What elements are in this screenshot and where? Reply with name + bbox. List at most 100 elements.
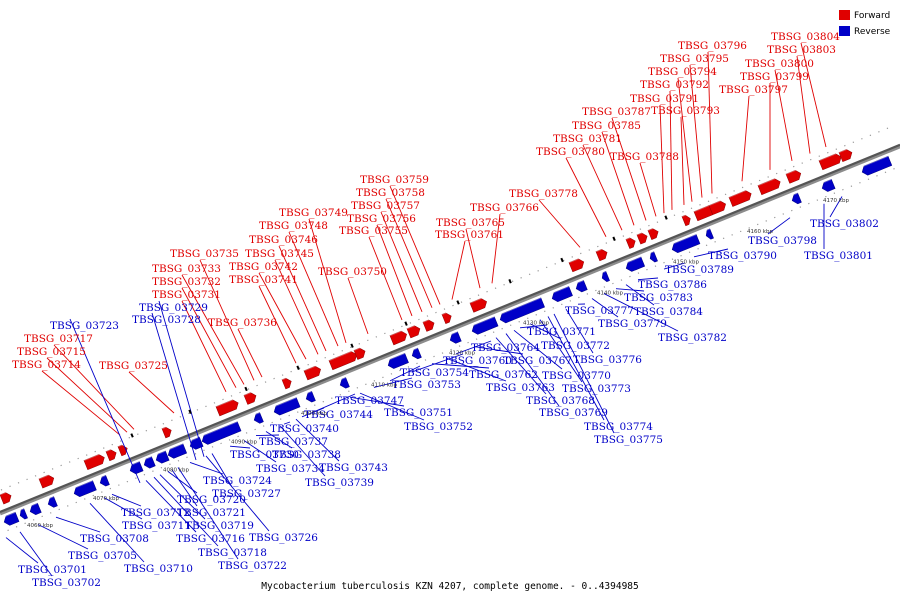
forward-gene-block-25 xyxy=(728,188,752,207)
forward-leader-line xyxy=(669,90,673,210)
forward-leader-line xyxy=(181,300,227,392)
reverse-gene-block-25 xyxy=(648,251,658,263)
reverse-leader-line xyxy=(189,462,224,475)
forward-gene-label: TBSG_03758 xyxy=(356,187,425,199)
reverse-gene-label: TBSG_03718 xyxy=(198,547,267,559)
reverse-leader-line xyxy=(411,353,464,373)
forward-leader-line xyxy=(237,328,263,378)
reverse-leader-line xyxy=(279,425,326,477)
reverse-leader-line xyxy=(159,474,206,520)
forward-gene-block-26 xyxy=(757,176,781,196)
reverse-leader-line xyxy=(5,537,39,564)
reverse-gene-label: TBSG_03724 xyxy=(203,475,272,487)
forward-gene-label: TBSG_03799 xyxy=(740,71,809,83)
segment-marker xyxy=(664,215,668,220)
reverse-gene-label: TBSG_03721 xyxy=(177,507,246,519)
reverse-gene-label: TBSG_03729 xyxy=(139,302,208,314)
reverse-gene-label: TBSG_03772 xyxy=(541,340,610,352)
tick-label: 4070 kbp xyxy=(93,496,119,502)
reverse-gene-block-3 xyxy=(46,496,58,508)
forward-leader-line xyxy=(258,272,307,360)
reverse-gene-block-0 xyxy=(2,511,20,526)
reverse-gene-label: TBSG_03710 xyxy=(124,563,193,575)
reverse-leader-line xyxy=(205,455,270,532)
reverse-gene-block-16 xyxy=(386,352,409,369)
reverse-gene-label: TBSG_03775 xyxy=(594,434,663,446)
reverse-leader-line xyxy=(829,196,843,218)
tick-label: 4090 kbp xyxy=(231,440,257,446)
tick-label: 4110 kbp xyxy=(371,383,397,389)
reverse-gene-label: TBSG_03764 xyxy=(471,342,540,354)
forward-gene-label: TBSG_03748 xyxy=(259,220,328,232)
legend: Forward Reverse xyxy=(839,10,891,37)
forward-leader-line xyxy=(601,131,635,226)
reverse-gene-label: TBSG_03752 xyxy=(404,421,473,433)
reverse-gene-block-10 xyxy=(188,436,204,450)
forward-gene-label: TBSG_03717 xyxy=(24,333,93,345)
reverse-gene-label: TBSG_03720 xyxy=(177,494,246,506)
axis-ticks: 4060 kbp 4070 kbp 4080 kbp 4090 kbp 4100 kbp… xyxy=(27,198,849,529)
forward-leader-line xyxy=(380,211,423,312)
reverse-leader-line xyxy=(591,298,619,318)
forward-leader-line xyxy=(46,357,128,433)
forward-gene-label: TBSG_03736 xyxy=(208,317,277,329)
reverse-leader-line xyxy=(663,262,686,270)
reverse-gene-block-14 xyxy=(304,390,316,403)
forward-gene-label: TBSG_03794 xyxy=(648,66,717,78)
reverse-gene-label: TBSG_03744 xyxy=(304,409,373,421)
reverse-gene-block-8 xyxy=(154,450,170,464)
reverse-gene-block-17 xyxy=(410,347,422,360)
reverse-leader-line xyxy=(69,318,141,484)
reverse-gene-label: TBSG_03747 xyxy=(335,395,404,407)
label-leader-lines xyxy=(5,42,843,577)
reverse-gene-label: TBSG_03737 xyxy=(259,436,328,448)
forward-leader-line xyxy=(639,162,657,217)
forward-gene-block-29 xyxy=(838,147,853,163)
forward-gene-label: TBSG_03735 xyxy=(170,248,239,260)
reverse-leader-line xyxy=(445,357,507,382)
legend-forward-label: Forward xyxy=(854,11,890,21)
reverse-leader-line xyxy=(603,293,679,332)
reverse-gene-block-24 xyxy=(624,256,646,272)
forward-gene-label: TBSG_03791 xyxy=(630,93,699,105)
forward-leader-line xyxy=(611,117,647,221)
forward-gene-block-20 xyxy=(636,230,648,245)
forward-leader-line xyxy=(491,213,501,284)
forward-gene-label: TBSG_03796 xyxy=(678,40,747,52)
forward-gene-label: TBSG_03741 xyxy=(229,274,298,286)
dotted-tracks xyxy=(0,125,900,532)
reverse-gene-label: TBSG_03782 xyxy=(658,332,727,344)
reverse-gene-label: TBSG_03727 xyxy=(212,488,281,500)
forward-gene-block-27 xyxy=(785,168,802,184)
forward-gene-block-5 xyxy=(161,425,172,439)
forward-leader-line xyxy=(689,64,703,198)
segment-marker xyxy=(350,343,354,348)
forward-gene-block-21 xyxy=(647,226,659,240)
forward-gene-block-9 xyxy=(303,364,321,381)
reverse-leader-line xyxy=(767,217,791,235)
tick-label: 4100 kbp xyxy=(301,411,327,417)
reverse-leader-line xyxy=(283,421,291,425)
forward-gene-label: TBSG_03800 xyxy=(745,58,814,70)
forward-leader-line xyxy=(41,370,121,436)
reverse-leader-line xyxy=(505,333,560,407)
segment-marker xyxy=(130,433,134,438)
reverse-gene-label: TBSG_03730 xyxy=(230,449,299,461)
reverse-gene-block-21 xyxy=(550,285,573,302)
reverse-gene-label: TBSG_03728 xyxy=(132,314,201,326)
forward-gene-label: TBSG_03788 xyxy=(610,151,679,163)
forward-gene-label: TBSG_03756 xyxy=(347,213,416,225)
reverse-gene-label: TBSG_03774 xyxy=(584,421,653,433)
tick-label: 4120 kbp xyxy=(449,351,475,357)
reverse-leader-line xyxy=(153,476,219,547)
reverse-leader-line xyxy=(265,431,293,449)
legend-forward-swatch xyxy=(839,10,850,20)
reverse-leader-line xyxy=(151,312,197,461)
forward-gene-label: TBSG_03733 xyxy=(152,263,221,275)
forward-leader-line xyxy=(451,240,466,300)
reverse-leader-line xyxy=(229,445,251,449)
reverse-gene-label: TBSG_03777 xyxy=(565,305,634,317)
tick-label: 4160 kbp xyxy=(747,229,773,235)
segment-marker xyxy=(560,257,564,263)
